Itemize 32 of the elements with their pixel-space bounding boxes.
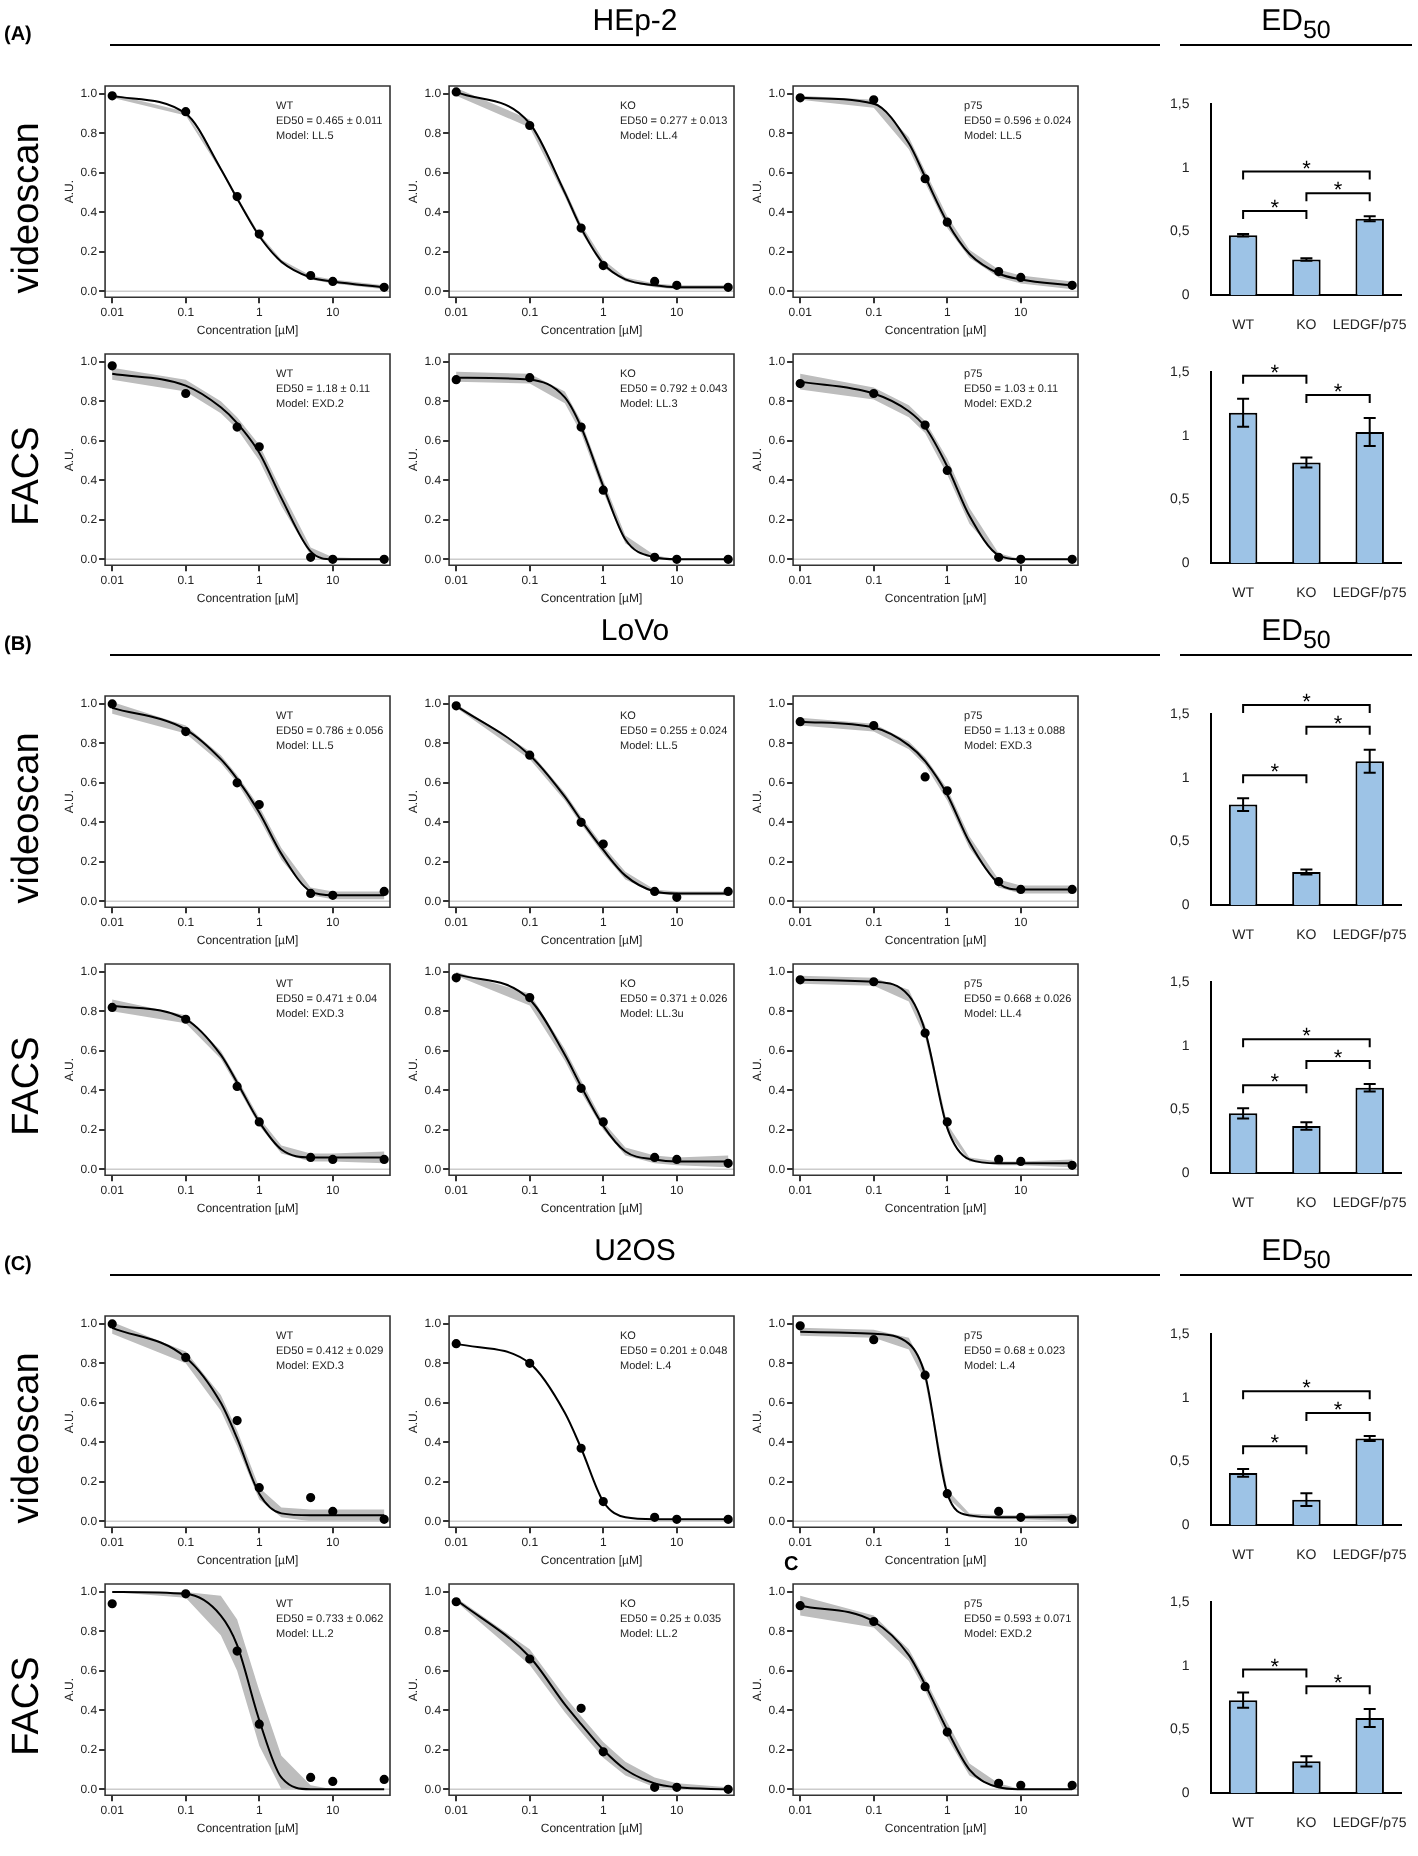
text: videoscan xyxy=(6,1352,50,1524)
annotation: * xyxy=(1333,1399,1344,1424)
text: (A) xyxy=(4,24,32,46)
chart-title: LoVo xyxy=(598,614,672,648)
annotation: * xyxy=(1270,1432,1281,1457)
chart-title: ED$_{50}$ xyxy=(1259,1234,1333,1274)
text: C xyxy=(784,1554,799,1576)
chart-title: ED$_{50}$ xyxy=(1259,4,1333,44)
annotation: * xyxy=(1302,1377,1313,1402)
text: FACS xyxy=(6,426,50,526)
text: (C) xyxy=(4,1254,32,1276)
annotation: * xyxy=(1270,761,1281,786)
text: videoscan xyxy=(6,122,50,294)
annotation: * xyxy=(1302,1025,1313,1050)
annotation: * xyxy=(1333,712,1344,737)
chart-title: ED$_{50}$ xyxy=(1259,614,1333,654)
annotation: * xyxy=(1333,179,1344,204)
text: FACS xyxy=(6,1036,50,1136)
text: FACS xyxy=(6,1656,50,1756)
annotation: * xyxy=(1302,157,1313,182)
annotation: * xyxy=(1333,380,1344,405)
chart-title: HEp-2 xyxy=(590,4,680,38)
text: (B) xyxy=(4,634,32,656)
annotation: * xyxy=(1270,1655,1281,1680)
annotation: * xyxy=(1270,197,1281,222)
annotation: * xyxy=(1333,1672,1344,1697)
annotation: * xyxy=(1270,1071,1281,1096)
chart-title: U2OS xyxy=(592,1234,678,1268)
annotation: * xyxy=(1333,1047,1344,1072)
annotation: * xyxy=(1302,691,1313,716)
text: videoscan xyxy=(6,732,50,904)
annotation: * xyxy=(1270,361,1281,386)
